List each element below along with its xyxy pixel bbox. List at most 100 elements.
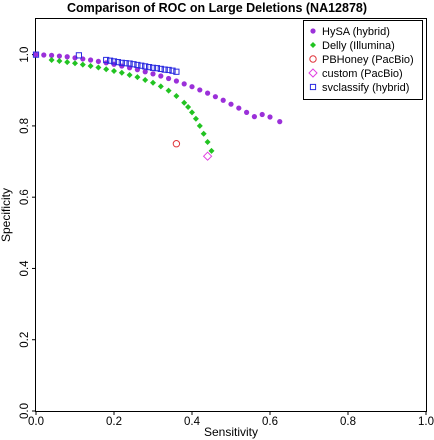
data-point [251,114,257,120]
series-3 [202,151,213,161]
x-tick-label: 0.6 [262,416,278,428]
data-point [118,69,125,76]
data-point [185,104,192,111]
x-tick-label: 1.0 [418,416,434,428]
legend-entry: custom (PacBio) [322,68,403,80]
data-point [41,52,47,58]
data-point [95,58,101,65]
data-point [267,114,273,120]
data-point [49,52,55,58]
data-point [202,151,213,161]
data-point [103,66,110,73]
data-point [126,60,133,67]
legend-entry: svclassify (hybrid) [322,82,409,94]
data-point [181,81,187,87]
data-point [138,62,145,69]
data-point [196,122,203,129]
data-point [111,68,117,75]
data-point [56,53,63,59]
chart-title: Comparison of ROC on Large Deletions (NA… [67,1,367,15]
series-2 [172,140,181,148]
data-point [200,130,207,137]
data-point [277,119,283,125]
data-point [103,56,110,64]
y-tick-label: 0.4 [19,260,31,277]
x-axis-label: Sensitivity [204,425,258,439]
data-point [142,69,148,75]
y-tick-label: 0.6 [19,189,31,205]
data-point [130,61,137,68]
data-point [33,52,39,58]
plot-frame [35,18,427,412]
legend-marker [308,68,318,78]
data-point [64,54,70,60]
legend-entry: Delly (Illumina) [322,40,395,52]
legend-entry: PBHoney (PacBio) [322,54,414,66]
data-point [189,84,195,90]
legend: HySA (hybrid) Delly (Illumina) PBHoney (Pa… [303,20,423,100]
data-points [32,51,283,161]
data-point [150,79,156,86]
data-point [107,57,114,64]
legend-marker [310,42,316,48]
legend-marker [309,83,317,91]
data-point [75,52,83,59]
data-point [142,63,149,70]
data-point [134,74,141,81]
data-point [56,58,63,65]
data-point [166,75,172,82]
y-tick-label: 0.2 [19,332,31,348]
data-point [197,87,203,93]
data-point [114,59,122,66]
data-point [134,61,141,69]
data-point [72,60,78,67]
data-point [87,63,94,70]
data-point [189,109,195,116]
legend-box [303,20,423,100]
data-point [95,64,102,71]
data-point [172,140,181,148]
data-point [146,64,153,71]
data-point [64,59,71,66]
data-point [48,56,55,63]
data-point [192,115,199,122]
data-point [208,147,215,154]
data-point [169,67,176,74]
data-point [244,109,250,115]
data-point [88,57,94,63]
y-tick-label: 0.8 [19,118,31,134]
data-point [212,94,218,100]
data-point [79,61,86,68]
data-point [110,58,118,65]
data-point [220,97,226,103]
y-axis-label: Specificity [0,188,13,242]
data-point [149,64,157,71]
data-point [80,56,86,62]
data-point [173,68,180,75]
data-point [32,51,40,58]
data-point [157,65,164,72]
x-tick-label: 0.2 [106,416,122,428]
y-axis: 0.0 0.2 0.4 0.6 0.8 1.0 [19,47,36,419]
data-point [118,59,125,66]
x-tick-label: 0.4 [184,416,201,428]
data-point [165,87,172,94]
data-point [228,101,234,107]
series-1 [48,56,215,154]
legend-marker [309,55,317,63]
legend-marker [310,28,316,34]
x-tick-label: 0.8 [340,416,356,428]
data-point [236,105,242,111]
data-point [205,90,211,96]
data-point [173,92,180,99]
data-point [259,111,265,118]
data-point [173,78,179,84]
data-point [142,76,149,83]
data-point [153,65,161,72]
legend-entry: HySA (hybrid) [322,26,390,38]
data-point [126,71,133,78]
data-point [122,60,129,67]
data-point [165,66,172,74]
data-point [204,138,211,145]
